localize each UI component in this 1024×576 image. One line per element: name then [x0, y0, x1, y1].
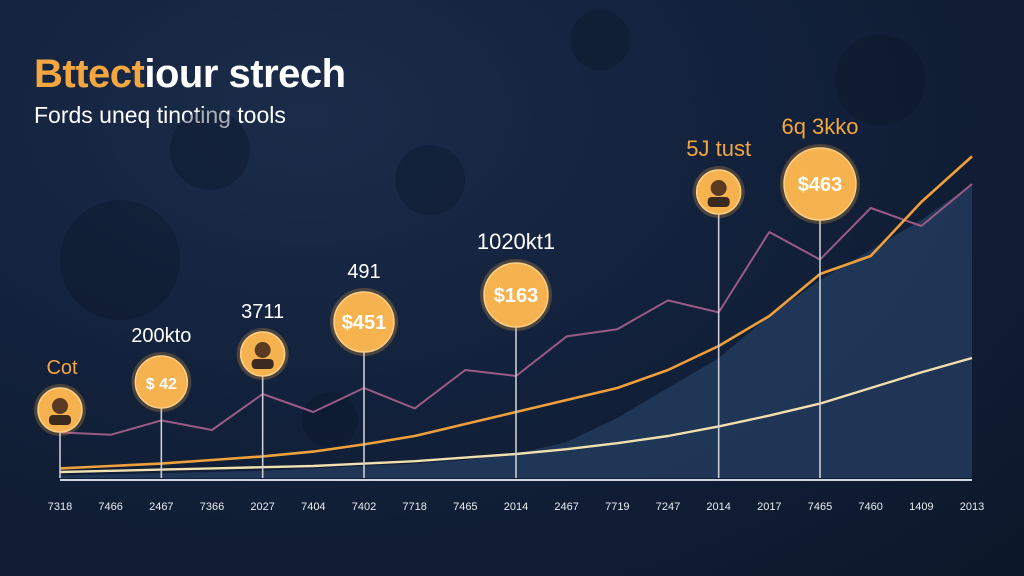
- area-series: [60, 184, 972, 478]
- background-blob: [302, 392, 358, 448]
- annotation-coin: [483, 262, 549, 328]
- annotation-coin-value: $463: [798, 174, 843, 196]
- annotation-label: 3711: [241, 301, 284, 323]
- x-tick-label: 7466: [98, 501, 122, 513]
- chart-title-accent: Bttect: [34, 52, 145, 96]
- chart-subtitle: Fords uneq tinoting tools: [34, 102, 286, 128]
- annotation-label: Cot: [46, 357, 78, 379]
- annotation-label: 1020kt1: [477, 229, 555, 254]
- background-blob: [60, 200, 180, 320]
- annotation-coin-value: $ 42: [146, 376, 177, 393]
- x-tick-label: 7460: [858, 501, 882, 513]
- avatar-icon: [254, 342, 271, 358]
- avatar-icon: [49, 415, 71, 425]
- annotation-coin: [333, 291, 395, 353]
- x-tick-label: 2017: [757, 501, 781, 513]
- x-tick-label: 2014: [706, 501, 730, 513]
- x-tick-label: 7465: [808, 501, 832, 513]
- x-tick-label: 7247: [656, 501, 680, 513]
- x-tick-label: 7402: [352, 501, 376, 513]
- chart-title: Bttectiour strech: [34, 52, 346, 97]
- x-tick-label: 7366: [200, 501, 224, 513]
- x-tick-label: 1409: [909, 501, 933, 513]
- x-tick-label: 2013: [960, 501, 984, 513]
- x-tick-label: 7719: [605, 501, 629, 513]
- annotation-coin: [783, 147, 857, 221]
- x-tick-label: 7465: [453, 501, 477, 513]
- x-tick-label: 2467: [554, 501, 578, 513]
- avatar-icon: [707, 197, 730, 207]
- x-tick-label: 2467: [149, 501, 173, 513]
- annotation-label: 200kto: [131, 325, 191, 347]
- avatar-icon: [52, 398, 68, 414]
- x-tick-label: 2014: [504, 501, 528, 513]
- x-tick-label: 2027: [250, 501, 274, 513]
- x-tick-label: 7718: [402, 501, 426, 513]
- annotation-label: 5J tust: [686, 136, 751, 161]
- x-tick-label: 7318: [48, 501, 72, 513]
- annotation-coin-value: $163: [494, 285, 539, 307]
- background-blob: [570, 10, 630, 70]
- annotation-coin: [134, 355, 189, 409]
- x-tick-label: 7404: [301, 501, 325, 513]
- avatar-icon: [710, 180, 727, 196]
- background-blob: [395, 145, 465, 215]
- background-blob: [170, 110, 250, 190]
- annotation-coin-value: $451: [342, 312, 387, 334]
- annotation-label: 6q 3kko: [781, 114, 858, 139]
- chart-title-rest: iour strech: [144, 52, 346, 96]
- avatar-icon: [251, 359, 274, 369]
- background-blob: [835, 35, 925, 125]
- annotation-label: 491: [347, 261, 380, 283]
